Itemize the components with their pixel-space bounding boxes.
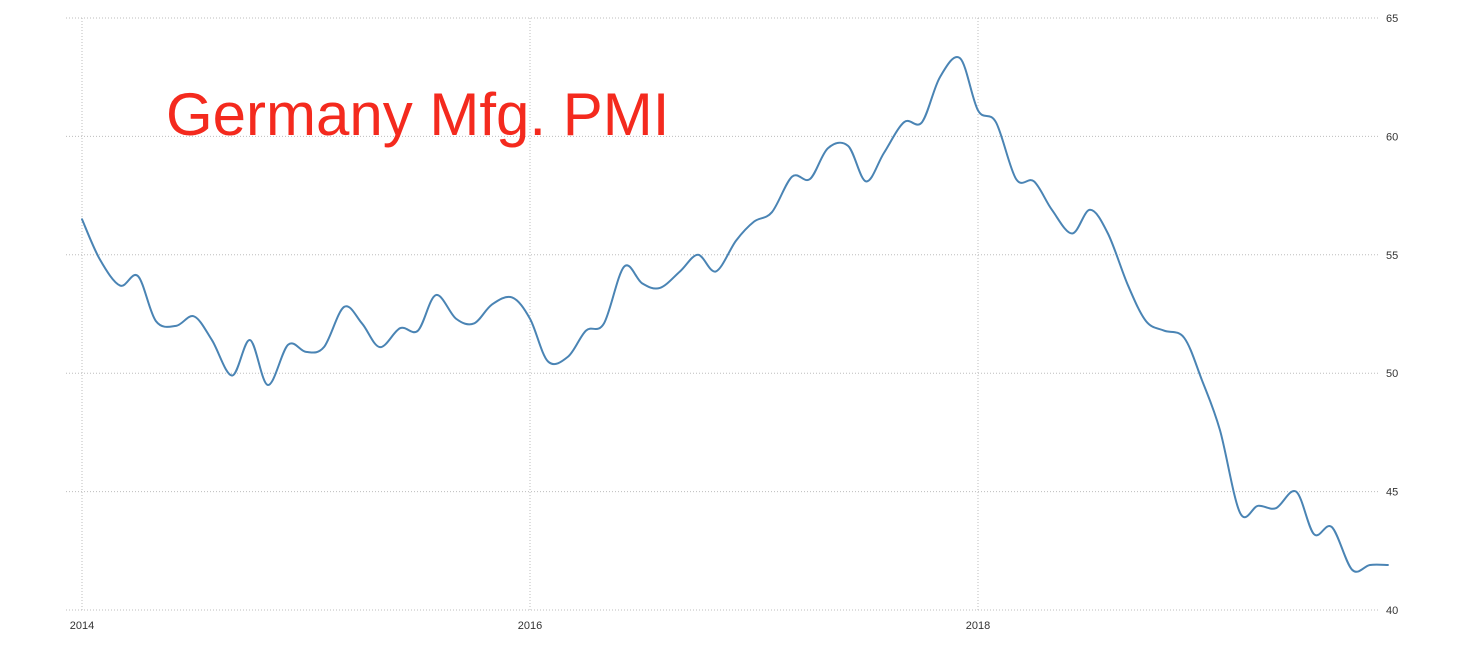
chart-title: Germany Mfg. PMI	[166, 81, 670, 148]
y-tick-label: 40	[1386, 605, 1398, 617]
y-tick-label: 60	[1386, 131, 1398, 143]
x-tick-label: 2014	[70, 620, 94, 632]
y-axis: 40 45 50 55 60 65	[1386, 13, 1398, 617]
y-tick-label: 55	[1386, 250, 1398, 262]
x-axis: 2014 2016 2018	[70, 620, 990, 632]
series-line	[81, 56, 1389, 573]
y-tick-label: 45	[1386, 487, 1398, 499]
y-tick-label: 65	[1386, 13, 1398, 25]
x-tick-label: 2016	[518, 620, 542, 632]
y-tick-label: 50	[1386, 368, 1398, 380]
series-layer	[81, 56, 1389, 573]
x-tick-label: 2018	[966, 620, 990, 632]
